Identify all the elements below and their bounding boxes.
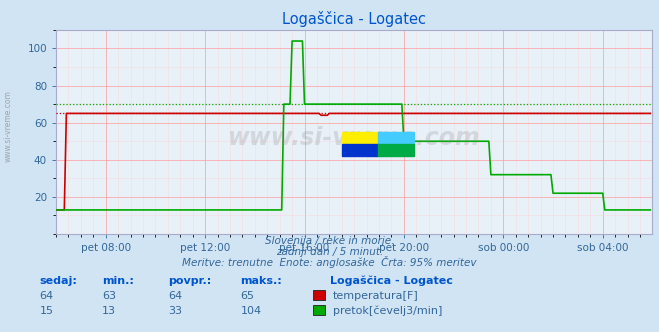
Text: Logaščica - Logatec: Logaščica - Logatec xyxy=(330,275,452,286)
Title: Logaščica - Logatec: Logaščica - Logatec xyxy=(282,11,426,27)
Bar xyxy=(378,132,414,144)
Text: min.:: min.: xyxy=(102,276,134,286)
Text: 13: 13 xyxy=(102,306,116,316)
Bar xyxy=(378,144,414,156)
Text: 64: 64 xyxy=(168,291,182,301)
Text: 33: 33 xyxy=(168,306,182,316)
Text: 65: 65 xyxy=(241,291,254,301)
Text: sedaj:: sedaj: xyxy=(40,276,77,286)
Text: povpr.:: povpr.: xyxy=(168,276,212,286)
Text: zadnji dan / 5 minut.: zadnji dan / 5 minut. xyxy=(276,247,383,257)
Text: Meritve: trenutne  Enote: anglosaške  Črta: 95% meritev: Meritve: trenutne Enote: anglosaške Črta… xyxy=(183,256,476,268)
Text: 104: 104 xyxy=(241,306,262,316)
Text: www.si-vreme.com: www.si-vreme.com xyxy=(3,90,13,162)
Text: temperatura[F]: temperatura[F] xyxy=(333,291,418,301)
Text: pretok[čevelj3/min]: pretok[čevelj3/min] xyxy=(333,305,442,316)
Text: maks.:: maks.: xyxy=(241,276,282,286)
Text: www.si-vreme.com: www.si-vreme.com xyxy=(228,126,480,150)
Text: Slovenija / reke in morje.: Slovenija / reke in morje. xyxy=(265,236,394,246)
Text: 64: 64 xyxy=(40,291,53,301)
Bar xyxy=(342,144,378,156)
Text: 63: 63 xyxy=(102,291,116,301)
Bar xyxy=(342,132,378,144)
Text: 15: 15 xyxy=(40,306,53,316)
